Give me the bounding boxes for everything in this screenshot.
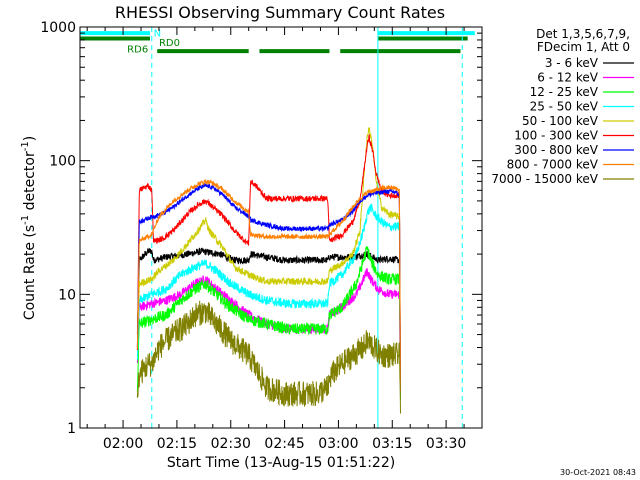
legend: Det 1,3,5,6,7,9, FDecim 1, Att 0 3 - 6 k… — [491, 27, 634, 186]
series-line — [136, 133, 401, 390]
x-tick-label: 02:30 — [211, 436, 251, 452]
x-tick-label: 03:15 — [372, 436, 412, 452]
x-tick-label: 02:15 — [157, 436, 197, 452]
series-line — [136, 203, 401, 392]
y-axis-label: Count Rate (s-1 detector-1) — [20, 136, 38, 320]
series-line — [136, 127, 401, 391]
legend-label: 100 - 300 keV — [514, 129, 598, 143]
series-line — [136, 300, 401, 414]
y-tick-label: 10 — [58, 287, 76, 303]
series-line — [136, 182, 401, 393]
timestamp: 30-Oct-2021 08:43 — [560, 468, 636, 477]
chart-title: RHESSI Observing Summary Count Rates — [115, 3, 445, 22]
flag-label: RD0 — [159, 38, 180, 49]
x-axis-label: Start Time (13-Aug-15 01:51:22) — [167, 455, 395, 471]
legend-label: 12 - 25 keV — [530, 85, 599, 99]
legend-label: 6 - 12 keV — [537, 71, 599, 85]
x-tick-label: 02:45 — [264, 436, 304, 452]
x-tick-label: 02:00 — [103, 436, 143, 452]
y-tick-label: 100 — [49, 154, 76, 170]
flag-label: N — [154, 28, 161, 39]
legend-label: 800 - 7000 keV — [507, 158, 599, 172]
y-axis: 1 10 100 1000 — [40, 20, 482, 437]
x-tick-label: 03:00 — [318, 436, 358, 452]
legend-label: 25 - 50 keV — [530, 100, 599, 114]
legend-header-line: FDecim 1, Att 0 — [537, 40, 630, 54]
y-tick-label: 1 — [67, 421, 76, 437]
series-line — [136, 246, 401, 400]
plot-frame — [79, 26, 483, 429]
legend-label: 3 - 6 keV — [545, 56, 599, 70]
legend-header-line: Det 1,3,5,6,7,9, — [536, 27, 630, 41]
legend-label: 7000 - 15000 keV — [491, 172, 598, 186]
y-tick-label: 1000 — [40, 20, 76, 36]
legend-label: 300 - 800 keV — [514, 143, 598, 157]
x-tick-label: 03:30 — [426, 436, 466, 452]
flag-label: RD6 — [127, 45, 148, 56]
series-line — [136, 247, 401, 379]
series-line — [136, 178, 401, 393]
x-axis: 02:00 02:15 02:30 02:45 03:00 03:15 03:30 — [86, 27, 483, 452]
legend-label: 50 - 100 keV — [522, 114, 599, 128]
